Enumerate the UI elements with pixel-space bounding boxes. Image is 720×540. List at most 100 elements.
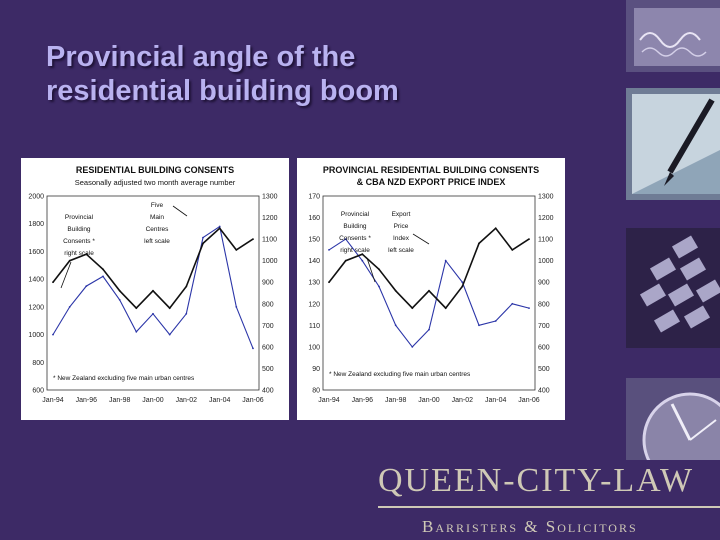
data-point <box>168 333 171 336</box>
annotation-arrow <box>60 261 72 289</box>
y-left-tick-label: 1400 <box>28 277 44 284</box>
annotation-provincial: Provincial Building Consents * right sca… <box>60 214 95 289</box>
annotation-provincial: Provincial Building Consents * right sca… <box>339 211 376 283</box>
y-right-tick-label: 1000 <box>262 258 278 265</box>
x-tick-label: Jan-94 <box>318 397 340 404</box>
y-left-tick-label: 1600 <box>28 249 44 256</box>
annotation-line: Building <box>343 223 367 230</box>
data-point <box>411 346 414 348</box>
y-right-tick-label: 900 <box>262 280 274 287</box>
y-right-tick-label: 500 <box>262 366 274 373</box>
y-left-tick-label: 1800 <box>28 221 44 228</box>
x-tick-label: Jan-04 <box>485 397 507 404</box>
data-point <box>428 328 430 331</box>
y-left-tick-label: 2000 <box>28 194 44 201</box>
plot-frame <box>322 195 536 391</box>
annotation-line: Provincial <box>341 211 370 218</box>
annotation-line: Five <box>151 202 164 209</box>
data-point <box>102 268 104 271</box>
annotation-line: Main <box>150 214 164 221</box>
fountain-pen-photo <box>626 88 720 200</box>
data-point <box>118 289 121 292</box>
data-point <box>235 249 238 251</box>
chart-subtitle: Seasonally adjusted two month average nu… <box>75 178 236 187</box>
y-left-tick-label: 600 <box>32 388 44 395</box>
y-right-tick-label: 900 <box>538 280 550 287</box>
y-left-tick-label: 140 <box>308 258 320 265</box>
x-tick-label: Jan-96 <box>76 397 98 404</box>
data-point <box>394 289 397 292</box>
y-left-tick-label: 160 <box>308 215 320 222</box>
data-point <box>428 289 430 292</box>
chart-provincial-consents-export-index: PROVINCIAL RESIDENTIAL BUILDING CONSENTS… <box>297 158 565 420</box>
data-point <box>68 306 71 308</box>
data-point <box>52 281 54 284</box>
annotation-line: Building <box>67 226 91 233</box>
annotation-arrow <box>412 233 430 245</box>
data-point <box>328 249 330 251</box>
data-point <box>102 275 104 278</box>
y-right-tick-label: 700 <box>262 323 274 330</box>
annotation-five-centres: Five Main Centres left scale <box>144 202 188 245</box>
data-point <box>494 227 497 230</box>
data-point <box>511 249 514 251</box>
annotation-line: Consents * <box>63 238 95 245</box>
data-point <box>202 242 204 245</box>
decorative-photo-strip <box>626 0 720 460</box>
y-right-tick-label: 600 <box>538 344 550 351</box>
data-point <box>361 253 364 256</box>
chart-title: PROVINCIAL RESIDENTIAL BUILDING CONSENTS <box>323 165 539 175</box>
data-point <box>118 299 121 301</box>
data-point <box>344 238 347 240</box>
annotation-line: left scale <box>144 238 170 245</box>
data-point <box>328 281 330 284</box>
data-point <box>85 253 88 256</box>
y-right-tick-label: 400 <box>262 388 274 395</box>
slide-title-line-1: Provincial angle of the <box>46 41 356 73</box>
annotation-arrow <box>366 257 376 283</box>
y-right-tick-label: 700 <box>538 323 550 330</box>
data-point <box>185 312 188 315</box>
data-point <box>85 285 88 287</box>
data-point <box>235 306 238 308</box>
annotation-line: Provincial <box>65 214 94 221</box>
y-right-tick-label: 1300 <box>538 194 554 201</box>
y-left-tick-label: 120 <box>308 301 320 308</box>
y-left-tick-label: 130 <box>308 280 320 287</box>
data-point <box>378 285 380 288</box>
y-left-tick-label: 800 <box>32 360 44 367</box>
data-point <box>202 236 204 239</box>
data-point <box>494 320 497 322</box>
chart-footnote: * New Zealand excluding five main urban … <box>53 375 195 382</box>
x-tick-label: Jan-94 <box>42 397 64 404</box>
data-point <box>378 268 380 271</box>
firm-logo: QUEEN-CITY-LAW Barristers & Solicitors <box>378 462 720 540</box>
firm-tagline: Barristers & Solicitors <box>422 517 638 536</box>
x-tick-label: Jan-06 <box>242 397 264 404</box>
slide-title-line-2: residential building boom <box>46 75 399 107</box>
x-tick-label: Jan-04 <box>209 397 231 404</box>
data-point <box>252 238 254 240</box>
annotation-arrow <box>172 205 188 217</box>
y-left-tick-label: 1200 <box>28 304 44 311</box>
chart-footnote: * New Zealand excluding five main urban … <box>329 371 471 378</box>
y-right-tick-label: 800 <box>538 301 550 308</box>
y-right-tick-label: 1200 <box>538 215 554 222</box>
annotation-line: Export <box>392 211 411 218</box>
chart-subtitle: & CBA NZD EXPORT PRICE INDEX <box>357 177 506 187</box>
data-point <box>478 242 480 245</box>
data-point <box>218 225 221 228</box>
x-tick-label: Jan-96 <box>352 397 374 404</box>
y-left-tick-label: 150 <box>308 237 320 244</box>
y-left-tick-label: 80 <box>312 388 320 395</box>
y-left-tick-label: 170 <box>308 194 320 201</box>
annotation-line: right scale <box>64 250 94 257</box>
handwriting-photo <box>626 0 720 72</box>
annotation-line: right scale <box>340 247 370 254</box>
data-point <box>152 312 154 315</box>
y-right-tick-label: 600 <box>262 344 274 351</box>
plot-frame <box>46 195 260 391</box>
y-right-tick-label: 1300 <box>262 194 278 201</box>
annotation-line: Centres <box>146 226 170 233</box>
x-tick-label: Jan-06 <box>518 397 540 404</box>
